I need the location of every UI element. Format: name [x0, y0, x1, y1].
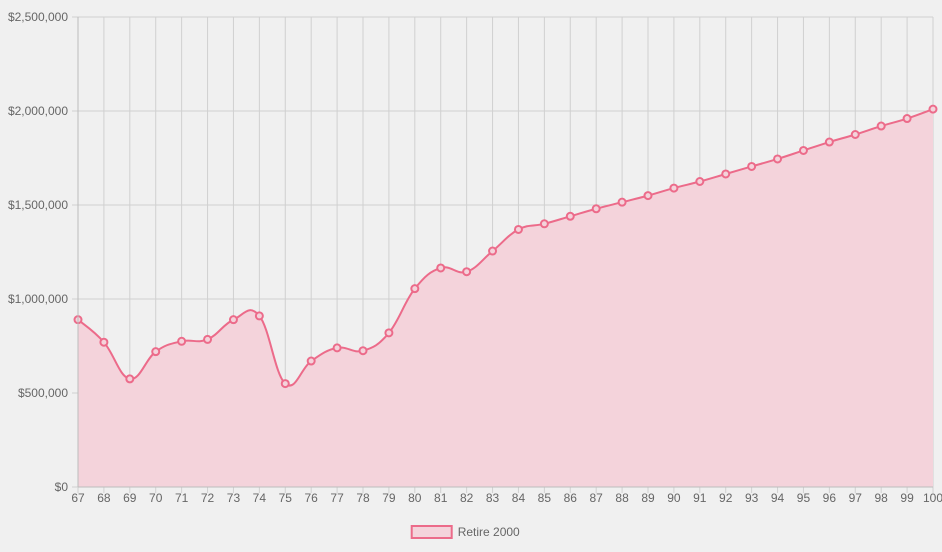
- x-axis: 67 68 69 70 71 72 73 74 75 76 77 78 79 80 81 82 83 84 85 86…: [71, 486, 942, 505]
- x-tick-label: 91: [693, 491, 707, 505]
- x-tick-label: 70: [149, 491, 163, 505]
- data-point-89[interactable]: [643, 191, 653, 201]
- data-point-78[interactable]: [358, 346, 368, 356]
- data-point-82[interactable]: [462, 267, 472, 277]
- y-tick-label: $0: [55, 480, 69, 494]
- x-tick-label: 87: [590, 491, 604, 505]
- x-tick-label: 82: [460, 491, 474, 505]
- x-tick-label: 71: [175, 491, 189, 505]
- x-tick-label: 84: [512, 491, 526, 505]
- x-tick-label: 96: [823, 491, 837, 505]
- data-point-92[interactable]: [721, 169, 731, 179]
- legend[interactable]: Retire 2000: [410, 525, 520, 539]
- data-point-100[interactable]: [928, 104, 938, 114]
- data-point-75[interactable]: [280, 379, 290, 389]
- data-point-74[interactable]: [254, 311, 264, 321]
- series-area-fill: [78, 109, 933, 488]
- data-point-93[interactable]: [747, 161, 757, 171]
- data-point-71[interactable]: [177, 336, 187, 346]
- series-line-path: [77, 108, 934, 387]
- data-point-72[interactable]: [203, 334, 213, 344]
- data-point-97[interactable]: [850, 130, 860, 139]
- x-tick-label: 81: [434, 491, 448, 505]
- y-tick-label: $500,000: [18, 386, 68, 400]
- data-point-86[interactable]: [565, 211, 575, 221]
- data-point-91[interactable]: [695, 177, 705, 186]
- x-tick-label: 80: [408, 491, 422, 505]
- x-tick-label: 99: [900, 491, 914, 505]
- data-point-98[interactable]: [876, 121, 886, 131]
- data-point-76[interactable]: [306, 356, 316, 366]
- x-tick-label: 76: [305, 491, 319, 505]
- data-point-88[interactable]: [617, 197, 627, 207]
- x-tick-label: 97: [849, 491, 863, 505]
- data-point-81[interactable]: [436, 263, 446, 273]
- series-points[interactable]: [73, 104, 938, 389]
- data-point-73[interactable]: [228, 315, 238, 325]
- x-tick-label: 68: [97, 491, 111, 505]
- x-tick-label: 92: [719, 491, 733, 505]
- x-tick-label: 89: [641, 491, 655, 505]
- data-point-99[interactable]: [902, 114, 912, 124]
- x-tick-label: 98: [875, 491, 889, 505]
- x-tick-label: 86: [564, 491, 578, 505]
- series-line: [77, 108, 934, 387]
- y-axis: $0 $500,000 $1,000,000 $1,500,000 $2,000,000…: [8, 10, 79, 494]
- data-point-87[interactable]: [591, 204, 601, 214]
- x-tick-label: 67: [71, 491, 85, 505]
- data-point-95[interactable]: [798, 145, 808, 155]
- x-tick-label: 93: [745, 491, 759, 505]
- x-tick-label: 75: [279, 491, 293, 505]
- x-tick-label: 85: [538, 491, 552, 505]
- x-tick-label: 72: [201, 491, 215, 505]
- x-tick-label: 88: [615, 491, 629, 505]
- x-tick-label: 73: [227, 491, 241, 505]
- data-point-90[interactable]: [669, 183, 679, 193]
- data-point-79[interactable]: [384, 328, 394, 338]
- data-point-77[interactable]: [332, 343, 342, 353]
- x-tick-label: 69: [123, 491, 137, 505]
- legend-swatch: [410, 525, 453, 539]
- series-area: [78, 109, 933, 488]
- x-tick-label: 100: [923, 491, 942, 505]
- data-point-70[interactable]: [151, 347, 161, 357]
- data-point-85[interactable]: [539, 219, 549, 229]
- data-point-94[interactable]: [773, 154, 783, 164]
- legend-item[interactable]: Retire 2000: [410, 525, 520, 539]
- x-tick-label: 94: [771, 491, 785, 505]
- x-tick-label: 77: [330, 491, 344, 505]
- data-point-80[interactable]: [410, 284, 420, 294]
- x-tick-label: 90: [667, 491, 681, 505]
- x-tick-label: 74: [253, 491, 267, 505]
- x-tick-label: 79: [382, 491, 396, 505]
- data-point-84[interactable]: [513, 224, 523, 234]
- x-tick-label: 83: [486, 491, 500, 505]
- x-tick-label: 78: [356, 491, 370, 505]
- legend-label: Retire 2000: [458, 525, 520, 539]
- data-point-69[interactable]: [125, 374, 135, 384]
- y-tick-label: $1,000,000: [8, 292, 68, 306]
- y-tick-label: $2,500,000: [8, 10, 68, 24]
- y-tick-label: $2,000,000: [8, 104, 68, 118]
- data-point-68[interactable]: [99, 337, 109, 347]
- x-tick-label: 95: [797, 491, 811, 505]
- y-tick-label: $1,500,000: [8, 198, 68, 212]
- data-point-83[interactable]: [488, 246, 498, 256]
- data-point-96[interactable]: [824, 137, 834, 147]
